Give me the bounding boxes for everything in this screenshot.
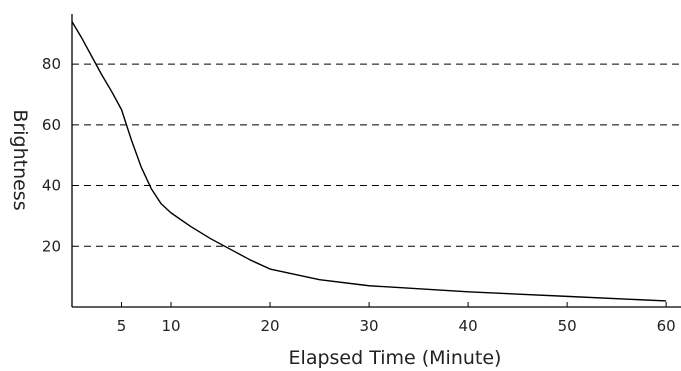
- x-tick-label: 60: [657, 317, 676, 335]
- tick-labels: 20 40 60 80 5 10 20 30 40 50 60: [42, 55, 676, 335]
- series-line: [71, 21, 667, 302]
- x-tick-label: 5: [117, 317, 127, 335]
- x-tick-label: 40: [459, 317, 478, 335]
- axes: [71, 14, 681, 308]
- x-tick-label: 10: [161, 317, 180, 335]
- y-tick-label: 20: [42, 237, 61, 255]
- x-tick-label: 50: [558, 317, 577, 335]
- y-axis-title: Brightness: [9, 109, 31, 210]
- y-tick-label: 60: [42, 116, 61, 134]
- y-tick-label: 80: [42, 55, 61, 73]
- y-tick-label: 40: [42, 177, 61, 195]
- x-tick-label: 20: [261, 317, 280, 335]
- x-axis-title: Elapsed Time (Minute): [289, 347, 502, 369]
- gridlines: [72, 63, 680, 247]
- x-tick-label: 30: [360, 317, 379, 335]
- series: [71, 21, 667, 302]
